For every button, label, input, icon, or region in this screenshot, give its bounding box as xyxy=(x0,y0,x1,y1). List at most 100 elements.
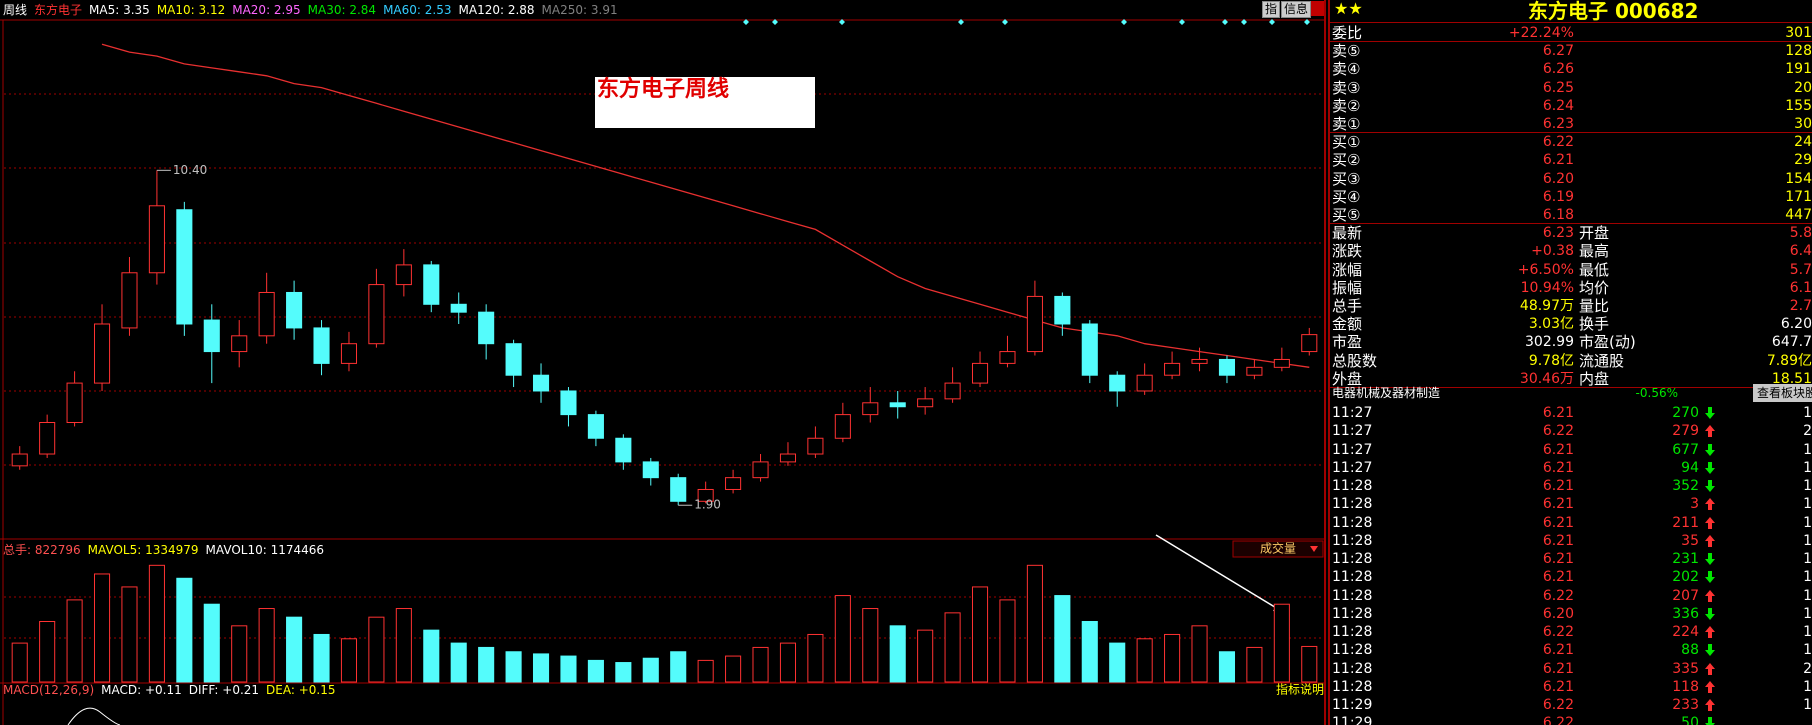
arrow-shape xyxy=(1705,607,1715,620)
tick-count: 1 xyxy=(1803,532,1812,549)
volume-bar xyxy=(779,642,797,683)
candle-body xyxy=(1273,358,1290,368)
stat-label: 市盈(动) xyxy=(1579,333,1636,352)
bid-volume: 447 xyxy=(1785,207,1812,223)
candle-body xyxy=(313,327,330,364)
tick-price: 6.22 xyxy=(1542,624,1574,641)
volume-bar xyxy=(286,616,303,683)
tick-time: 11:28 xyxy=(1332,624,1373,641)
bid-volume: 154 xyxy=(1785,170,1812,187)
tick-time: 11:28 xyxy=(1332,514,1373,531)
macd-label: MACD: +0.11 xyxy=(101,683,182,697)
volume-bar xyxy=(231,625,248,683)
volume-bar xyxy=(505,651,522,683)
tick-time: 11:28 xyxy=(1332,642,1373,659)
ratio-price: +22.24% xyxy=(1508,25,1574,41)
candle-body xyxy=(450,303,467,313)
tick-price: 6.21 xyxy=(1542,514,1574,531)
volume-bar xyxy=(697,659,714,683)
tick-price: 6.21 xyxy=(1542,569,1574,586)
tick-volume: 231 xyxy=(1672,551,1699,568)
candle-body xyxy=(587,414,604,439)
tick-volume: 211 xyxy=(1672,514,1699,531)
arrow-shape xyxy=(1705,480,1715,493)
separator xyxy=(1330,22,1812,23)
tick-price: 6.21 xyxy=(1542,441,1574,458)
button-label: 成交量 xyxy=(1260,541,1296,556)
tick-arrow xyxy=(1705,553,1715,566)
tick-count: 1 xyxy=(1803,405,1812,421)
stat-value: 302.99 xyxy=(1525,334,1574,351)
tick-arrow xyxy=(1705,699,1715,712)
ma-label: MA20: 2.95 xyxy=(232,3,301,17)
toolbar-button[interactable]: 指 xyxy=(1262,1,1281,18)
indicator-button[interactable] xyxy=(1232,540,1324,558)
stars: ★★ xyxy=(1334,0,1363,18)
volume-bar xyxy=(478,646,495,683)
stat-value: 5.8 xyxy=(1789,225,1812,242)
tick-time: 11:29 xyxy=(1332,697,1373,714)
ask-price: 6.24 xyxy=(1542,97,1574,114)
tick-volume: 3 xyxy=(1690,496,1699,513)
arrow-shape xyxy=(1705,626,1715,639)
volume-bar xyxy=(1054,595,1071,683)
ask-label: 卖② xyxy=(1332,96,1361,115)
volume-bar xyxy=(532,653,550,683)
volume-bar xyxy=(1218,651,1236,683)
separator xyxy=(1330,387,1812,388)
candle-body xyxy=(368,284,385,345)
tick-price: 6.22 xyxy=(1542,587,1574,604)
macd-label: MACD(12,26,9) xyxy=(3,683,95,697)
volume-bar xyxy=(752,646,769,683)
volume-label: MAVOL5: 1334979 xyxy=(87,543,199,557)
candle-body xyxy=(1301,334,1318,353)
volume-bar xyxy=(176,577,193,683)
stat-value: +6.50% xyxy=(1517,261,1574,278)
candle-body xyxy=(1218,358,1236,376)
volume-bar xyxy=(1026,564,1043,683)
tick-count: 2 xyxy=(1803,660,1812,677)
tick-price: 6.21 xyxy=(1542,405,1574,421)
tick-volume: 677 xyxy=(1672,441,1699,458)
tick-arrow xyxy=(1705,644,1715,657)
toolbar-button[interactable]: 信息 xyxy=(1281,1,1312,18)
volume-bar xyxy=(1301,645,1318,683)
tick-price: 6.21 xyxy=(1542,459,1574,476)
tick-price: 6.21 xyxy=(1542,660,1574,677)
help-link[interactable]: 指标说明 xyxy=(1276,682,1324,697)
bid-price: 6.19 xyxy=(1542,188,1574,205)
volume-header: 总手: 822796 MAVOL5: 1334979 MAVOL10: 117446… xyxy=(3,541,331,558)
macd-header: MACD(12,26,9) MACD: +0.11 DIFF: +0.21 DEA: … xyxy=(3,683,343,697)
candle-body xyxy=(670,477,687,502)
ask-label: 卖① xyxy=(1332,115,1361,133)
tick-time: 11:29 xyxy=(1332,715,1373,725)
tick-volume: 35 xyxy=(1681,532,1699,549)
candle-body xyxy=(944,382,961,400)
stock-name: 东方电子 xyxy=(34,3,83,17)
volume-bar xyxy=(1273,603,1290,683)
stat-value: 647.7 xyxy=(1771,334,1812,351)
arrow-shape xyxy=(1705,662,1715,675)
tick-time: 11:28 xyxy=(1332,496,1373,513)
candle-body xyxy=(340,343,358,364)
tick-count: 1 xyxy=(1803,642,1812,659)
macd-label: DIFF: +0.21 xyxy=(188,683,260,697)
tick-volume: 94 xyxy=(1681,459,1699,476)
candle-body xyxy=(1246,366,1263,376)
volume-bar xyxy=(615,662,632,683)
stat-label: 涨跌 xyxy=(1332,242,1363,261)
volume-bar xyxy=(1246,646,1263,683)
sector-button[interactable]: 查看板块股 xyxy=(1753,384,1812,402)
dropdown-icon xyxy=(1310,546,1318,552)
volume-bar xyxy=(834,595,851,683)
stat-label: 量比 xyxy=(1579,297,1610,315)
exit-button[interactable] xyxy=(1311,1,1324,16)
ask-price: 6.27 xyxy=(1542,43,1574,60)
bid-label: 买③ xyxy=(1332,169,1361,188)
ask-volume: 20 xyxy=(1794,79,1812,96)
stat-label: 外盘 xyxy=(1332,369,1363,388)
tick-arrow xyxy=(1705,626,1715,639)
candle-body xyxy=(176,209,193,325)
ask-price: 6.26 xyxy=(1542,61,1574,78)
tick-volume: 352 xyxy=(1672,478,1699,495)
